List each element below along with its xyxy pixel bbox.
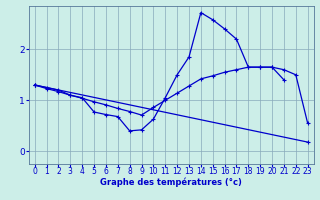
X-axis label: Graphe des températures (°c): Graphe des températures (°c)	[100, 178, 242, 187]
